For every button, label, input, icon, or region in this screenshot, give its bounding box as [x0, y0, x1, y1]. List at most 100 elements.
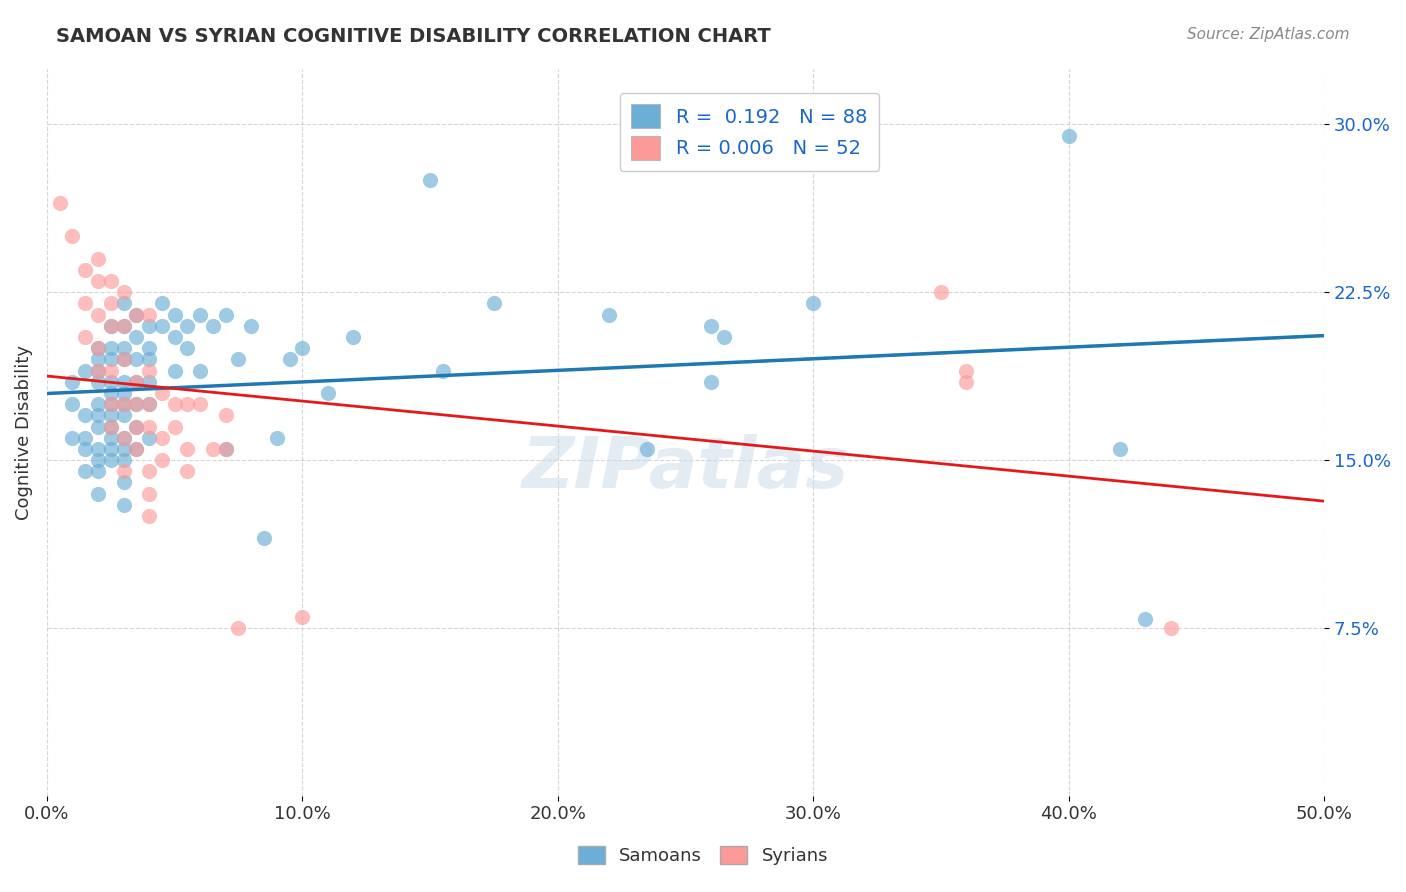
Point: [929, 285, 952, 300]
Point: [100, 419, 122, 434]
Point: [125, 397, 148, 411]
Point: [100, 409, 122, 423]
Point: [87, 341, 110, 355]
Point: [100, 397, 122, 411]
Point: [163, 397, 186, 411]
Point: [291, 341, 314, 355]
Point: [138, 352, 160, 367]
Point: [636, 442, 658, 456]
Point: [215, 308, 238, 322]
Point: [1160, 621, 1182, 635]
Point: [125, 330, 148, 344]
Point: [87, 419, 110, 434]
Point: [48, 195, 70, 210]
Point: [163, 330, 186, 344]
Point: [125, 375, 148, 389]
Point: [955, 363, 977, 377]
Point: [176, 442, 198, 456]
Point: [100, 274, 122, 288]
Point: [138, 375, 160, 389]
Text: ZIPatlas: ZIPatlas: [522, 434, 849, 503]
Point: [112, 453, 135, 467]
Point: [125, 419, 148, 434]
Point: [112, 296, 135, 310]
Point: [75, 296, 97, 310]
Point: [138, 397, 160, 411]
Point: [176, 464, 198, 478]
Point: [125, 352, 148, 367]
Point: [100, 386, 122, 401]
Point: [150, 431, 173, 445]
Point: [215, 442, 238, 456]
Point: [112, 431, 135, 445]
Point: [112, 498, 135, 512]
Point: [176, 318, 198, 333]
Point: [150, 318, 173, 333]
Point: [100, 375, 122, 389]
Point: [100, 431, 122, 445]
Point: [700, 318, 723, 333]
Point: [87, 363, 110, 377]
Point: [87, 363, 110, 377]
Point: [955, 375, 977, 389]
Point: [201, 318, 224, 333]
Point: [87, 453, 110, 467]
Point: [112, 397, 135, 411]
Point: [176, 397, 198, 411]
Point: [1057, 128, 1080, 143]
Point: [228, 352, 250, 367]
Point: [125, 442, 148, 456]
Point: [266, 431, 288, 445]
Point: [112, 475, 135, 490]
Point: [75, 431, 97, 445]
Point: [100, 419, 122, 434]
Point: [112, 375, 135, 389]
Point: [112, 431, 135, 445]
Point: [87, 274, 110, 288]
Y-axis label: Cognitive Disability: Cognitive Disability: [15, 344, 32, 520]
Point: [598, 308, 620, 322]
Point: [100, 341, 122, 355]
Point: [1133, 612, 1156, 626]
Point: [87, 252, 110, 266]
Point: [138, 397, 160, 411]
Point: [150, 296, 173, 310]
Point: [100, 442, 122, 456]
Point: [419, 173, 441, 187]
Text: Source: ZipAtlas.com: Source: ZipAtlas.com: [1187, 27, 1350, 42]
Point: [163, 308, 186, 322]
Point: [100, 318, 122, 333]
Point: [112, 352, 135, 367]
Point: [240, 318, 263, 333]
Point: [100, 453, 122, 467]
Legend: R =  0.192   N = 88, R = 0.006   N = 52: R = 0.192 N = 88, R = 0.006 N = 52: [620, 93, 879, 171]
Point: [125, 308, 148, 322]
Point: [228, 621, 250, 635]
Point: [188, 363, 211, 377]
Point: [87, 397, 110, 411]
Point: [62, 229, 84, 244]
Point: [138, 318, 160, 333]
Point: [62, 431, 84, 445]
Point: [75, 263, 97, 277]
Point: [112, 386, 135, 401]
Point: [215, 442, 238, 456]
Point: [87, 464, 110, 478]
Legend: Samoans, Syrians: Samoans, Syrians: [569, 837, 837, 874]
Point: [75, 363, 97, 377]
Point: [316, 386, 339, 401]
Point: [62, 397, 84, 411]
Point: [432, 363, 454, 377]
Point: [138, 363, 160, 377]
Point: [87, 486, 110, 500]
Point: [125, 375, 148, 389]
Point: [112, 442, 135, 456]
Point: [150, 386, 173, 401]
Point: [138, 431, 160, 445]
Point: [176, 341, 198, 355]
Point: [125, 419, 148, 434]
Point: [125, 397, 148, 411]
Point: [112, 397, 135, 411]
Point: [188, 308, 211, 322]
Point: [87, 375, 110, 389]
